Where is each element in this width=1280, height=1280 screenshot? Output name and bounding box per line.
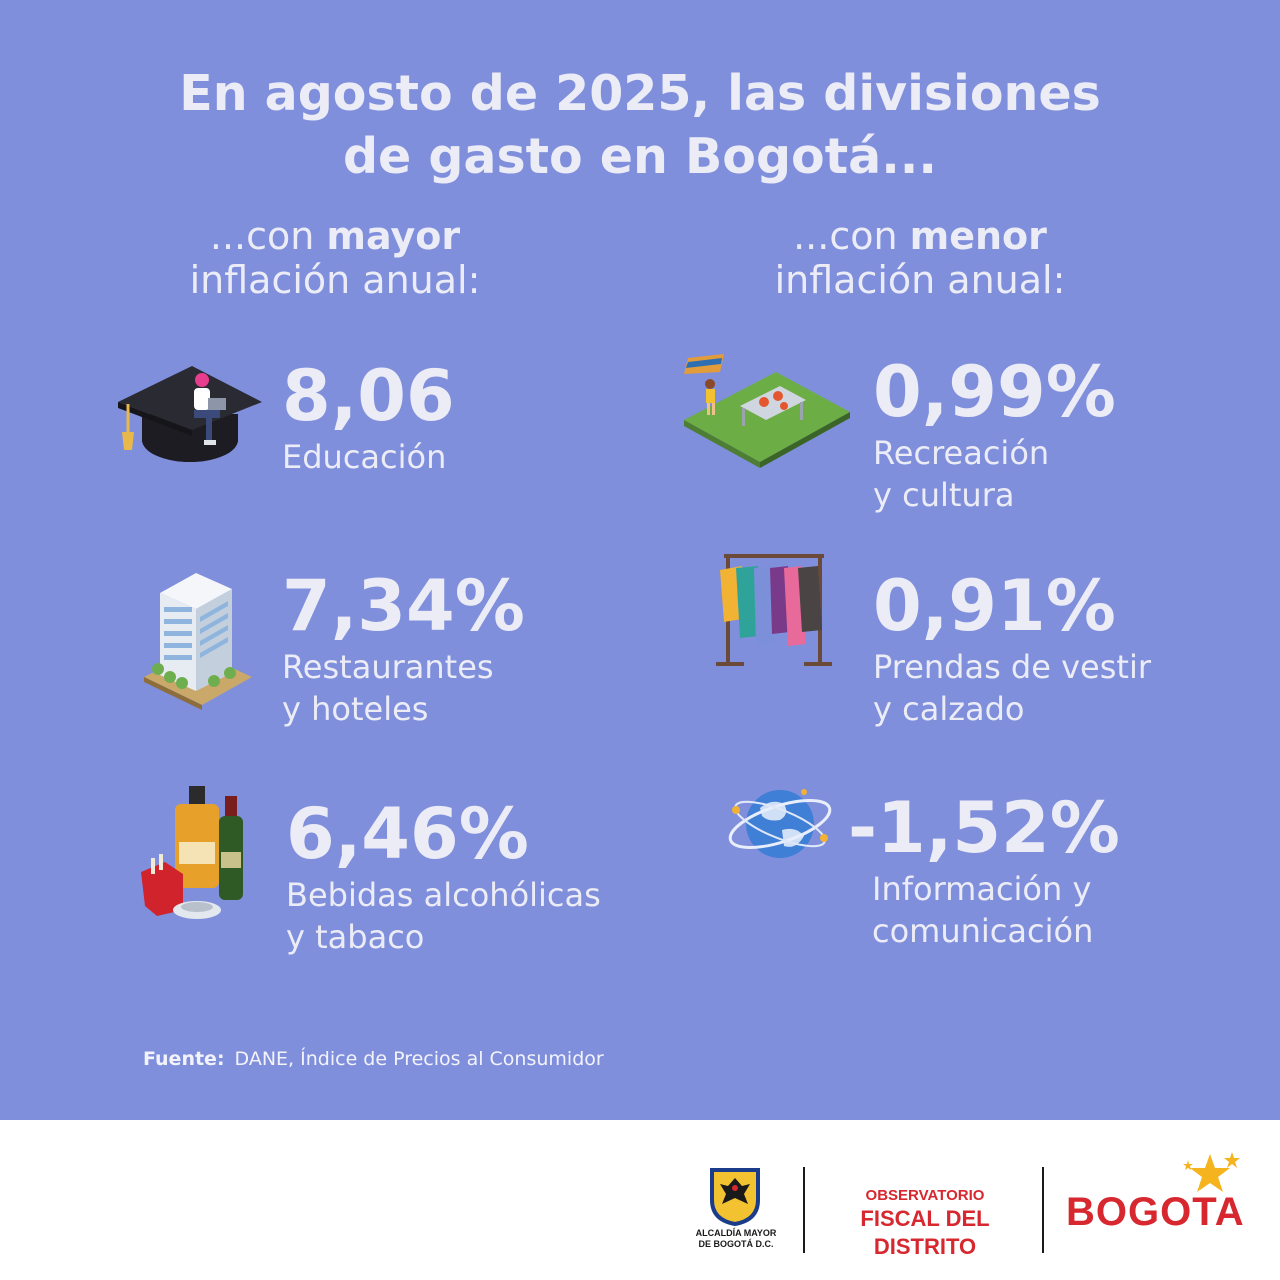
value-restaurantes: 7,34% — [282, 565, 525, 647]
right-heading-line2: inflación anual: — [774, 258, 1066, 302]
value-prendas: 0,91% — [873, 565, 1116, 647]
graduation-cap-icon — [118, 366, 262, 462]
item-educacion: 8,06 Educación — [282, 356, 455, 478]
value-bebidas: 6,46% — [286, 793, 529, 875]
label-bebidas-1: Bebidas alcohólicas — [286, 876, 601, 914]
footer-divider-2 — [1042, 1167, 1044, 1253]
alcaldia-logo-text: ALCALDÍA MAYOR DE BOGOTÁ D.C. — [684, 1228, 788, 1250]
source-note: Fuente: DANE, Índice de Precios al Consum… — [143, 1048, 604, 1070]
label-bebidas-2: y tabaco — [286, 918, 425, 956]
picnic-park-icon — [684, 354, 850, 468]
item-informacion: -1,52% Información y comunicación — [848, 788, 1120, 952]
observatorio-logo: OBSERVATORIO FISCAL DEL DISTRITO — [820, 1187, 1030, 1261]
right-heading-prefix: ...con — [793, 214, 910, 258]
value-educacion: 8,06 — [282, 355, 455, 437]
alcaldia-line-1: ALCALDÍA MAYOR — [695, 1228, 777, 1238]
title-line-2: de gasto en Bogotá... — [342, 128, 938, 185]
observatorio-line-2: FISCAL DEL DISTRITO — [860, 1206, 990, 1259]
label-recreacion-1: Recreación — [873, 434, 1050, 472]
footer-divider-1 — [803, 1167, 805, 1253]
hotel-building-icon — [144, 573, 252, 710]
label-informacion-2: comunicación — [872, 912, 1094, 950]
label-educacion: Educación — [282, 438, 447, 476]
source-label: Fuente: — [143, 1048, 225, 1070]
left-column-heading: ...con mayor inflación anual: — [130, 214, 540, 302]
left-heading-prefix: ...con — [209, 214, 327, 258]
source-text: DANE, Índice de Precios al Consumidor — [234, 1048, 604, 1070]
alcaldia-line-2: DE BOGOTÁ D.C. — [698, 1239, 774, 1249]
item-recreacion: 0,99% Recreación y cultura — [873, 352, 1116, 516]
infographic-panel: En agosto de 2025, las divisiones de gas… — [0, 0, 1280, 1120]
star-icon — [1183, 1152, 1240, 1192]
left-heading-bold: mayor — [326, 214, 461, 258]
clothing-rack-icon — [716, 554, 832, 666]
page-title: En agosto de 2025, las divisiones de gas… — [90, 62, 1190, 188]
value-recreacion: 0,99% — [873, 351, 1116, 433]
label-restaurantes-2: y hoteles — [282, 690, 429, 728]
item-prendas: 0,91% Prendas de vestir y calzado — [873, 566, 1151, 730]
label-restaurantes-1: Restaurantes — [282, 648, 494, 686]
right-column-heading: ...con menor inflación anual: — [715, 214, 1125, 302]
title-line-1: En agosto de 2025, las divisiones — [179, 65, 1101, 122]
liquor-tobacco-icon — [141, 786, 243, 919]
value-informacion: -1,52% — [848, 787, 1120, 869]
observatorio-line-1: OBSERVATORIO — [865, 1187, 985, 1204]
item-restaurantes: 7,34% Restaurantes y hoteles — [282, 566, 525, 730]
bogota-logo: BOGOTA — [1066, 1190, 1245, 1234]
item-bebidas: 6,46% Bebidas alcohólicas y tabaco — [286, 794, 601, 958]
label-informacion-1: Información y — [872, 870, 1092, 908]
label-prendas-1: Prendas de vestir — [873, 648, 1151, 686]
label-recreacion-2: y cultura — [873, 476, 1015, 514]
coat-of-arms-icon — [710, 1168, 760, 1226]
left-heading-line2: inflación anual: — [189, 258, 481, 302]
globe-network-icon — [728, 789, 832, 858]
label-prendas-2: y calzado — [873, 690, 1025, 728]
right-heading-bold: menor — [909, 214, 1047, 258]
footer-logos — [0, 1120, 1280, 1280]
